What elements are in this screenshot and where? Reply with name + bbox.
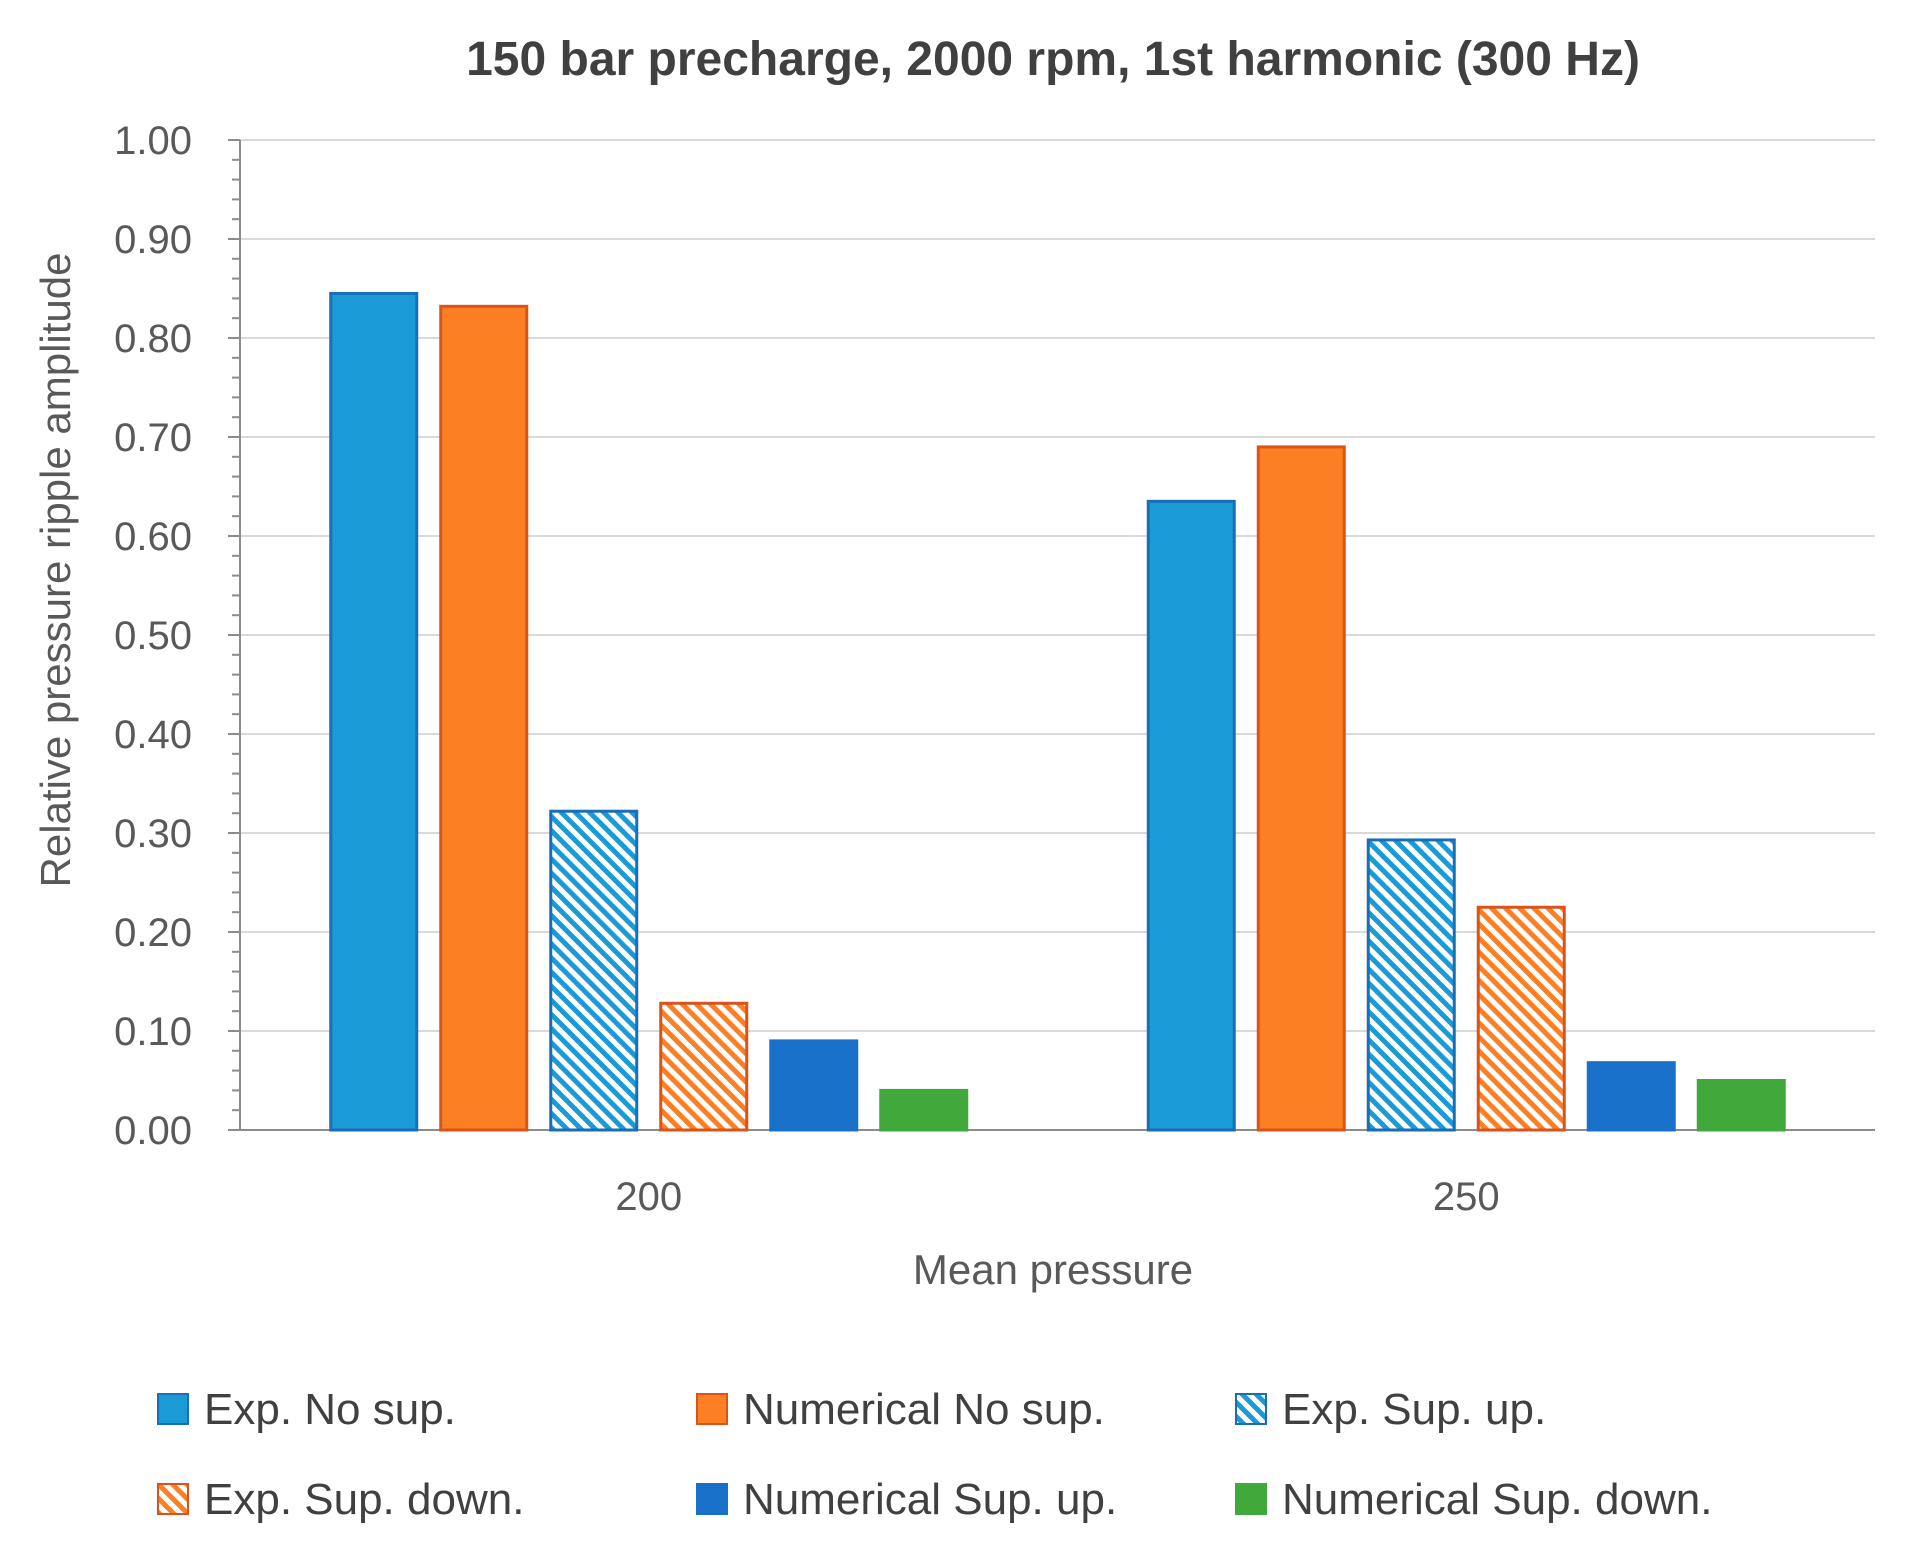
y-tick-label: 0.80 (114, 317, 192, 361)
legend-label: Exp. Sup. down. (204, 1475, 524, 1524)
legend-label: Numerical No sup. (743, 1385, 1105, 1434)
x-tick-label: 200 (615, 1175, 682, 1219)
y-tick-label: 0.50 (114, 614, 192, 658)
legend-swatch (157, 1483, 189, 1515)
legend: Exp. No sup. Numerical No sup. Exp. Sup. u… (157, 1385, 1712, 1524)
legend-label: Numerical Sup. down. (1282, 1475, 1712, 1524)
bars (329, 291, 1786, 1132)
y-tick-label: 0.40 (114, 713, 192, 757)
legend-label: Numerical Sup. up. (743, 1475, 1117, 1524)
chart-title: 150 bar precharge, 2000 rpm, 1st harmoni… (466, 33, 1640, 86)
x-tick-label: 250 (1433, 1175, 1500, 1219)
bar (1696, 1079, 1786, 1132)
bar (549, 809, 639, 1132)
y-tick-label: 0.90 (114, 218, 192, 262)
bar (879, 1088, 969, 1132)
bar (659, 1001, 749, 1132)
y-tick-label: 1.00 (114, 119, 192, 163)
legend-swatch (157, 1393, 189, 1425)
y-tick-label: 0.10 (114, 1010, 192, 1054)
bar (1476, 905, 1566, 1132)
bar (329, 291, 419, 1132)
bar (1366, 838, 1456, 1132)
y-axis-title: Relative pressure ripple amplitude (32, 253, 79, 888)
bar (1146, 499, 1236, 1132)
legend-swatch (696, 1393, 728, 1425)
legend-label: Exp. Sup. up. (1282, 1385, 1546, 1434)
legend-swatch (696, 1483, 728, 1515)
legend-swatch (1235, 1393, 1267, 1425)
legend-swatch (1235, 1483, 1267, 1515)
bar (1586, 1061, 1676, 1132)
y-tick-label: 0.30 (114, 812, 192, 856)
y-tick-label: 0.70 (114, 416, 192, 460)
y-tick-label: 0.20 (114, 911, 192, 955)
y-tick-label: 0.00 (114, 1109, 192, 1153)
bar (439, 304, 529, 1132)
legend-label: Exp. No sup. (204, 1385, 456, 1434)
bar (769, 1039, 859, 1132)
x-axis-title: Mean pressure (913, 1246, 1193, 1293)
tick-labels: 0.00 0.10 0.20 0.30 0.40 0.50 0.60 0.70 0.80 0.90… (114, 119, 1499, 1219)
bar (1256, 445, 1346, 1132)
y-tick-label: 0.60 (114, 515, 192, 559)
